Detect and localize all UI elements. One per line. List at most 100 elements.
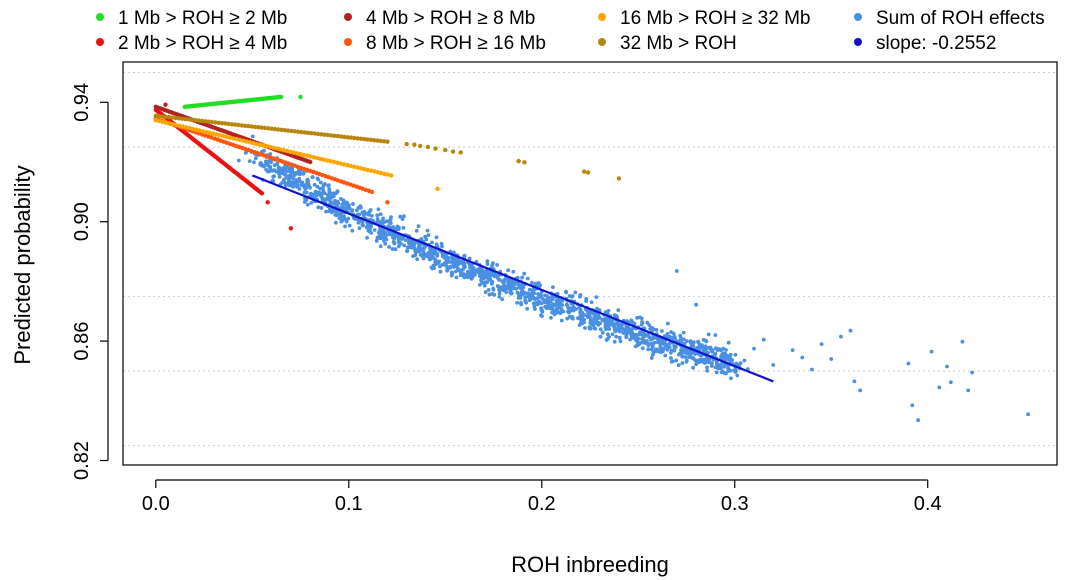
- sum-of-roh-effects-point: [605, 318, 610, 323]
- sum-of-roh-effects-point: [617, 329, 622, 334]
- sum-of-roh-effects-point: [413, 253, 418, 258]
- roh-class-point: [418, 143, 423, 149]
- sum-of-roh-effects-point: [548, 299, 553, 304]
- sum-of-roh-effects-point: [674, 269, 679, 273]
- sum-of-roh-effects-point: [383, 241, 388, 246]
- roh-class-point: [616, 176, 622, 181]
- roh-class-point: [194, 127, 199, 132]
- sum-of-roh-effects-point: [543, 300, 548, 305]
- sum-of-roh-effects-point: [329, 208, 334, 213]
- sum-of-roh-effects-point: [497, 291, 502, 296]
- sum-of-roh-effects-point: [670, 359, 675, 364]
- sum-of-roh-effects-point: [551, 285, 555, 290]
- roh-class-point: [183, 116, 188, 122]
- sum-of-roh-effects-point: [949, 380, 953, 385]
- roh-class-point: [180, 116, 185, 121]
- axes: 0.0 0.1 0.2 0.3 0.4 0.82 0.86 0.90 0.94: [71, 61, 1058, 515]
- roh-class-point: [328, 133, 334, 138]
- legend: 1 Mb > ROH ≥ 2 Mb 2 Mb > ROH ≥ 4 Mb 4 Mb >…: [96, 8, 1045, 54]
- roh-class-point: [305, 130, 311, 135]
- sum-of-roh-effects-point: [313, 189, 318, 194]
- roh-class-point: [582, 169, 587, 174]
- roh-class-point: [236, 122, 241, 128]
- sum-of-roh-effects-point: [629, 335, 634, 340]
- sum-of-roh-effects-point: [532, 297, 537, 301]
- sum-of-roh-effects-point: [403, 238, 408, 243]
- roh-class-point: [190, 117, 195, 123]
- sum-of-roh-effects-point: [467, 256, 472, 261]
- sum-of-roh-effects-point: [694, 302, 698, 307]
- sum-of-roh-effects-point: [669, 356, 673, 360]
- sum-of-roh-effects-point: [680, 361, 685, 365]
- sum-of-roh-effects-point: [669, 330, 673, 334]
- roh-class-point: [229, 122, 235, 127]
- roh-class-point: [262, 125, 268, 131]
- sum-of-roh-effects-point: [719, 366, 723, 371]
- sum-of-roh-effects-point: [357, 226, 362, 231]
- sum-of-roh-effects-point: [320, 195, 325, 200]
- sum-of-roh-effects-point: [696, 339, 700, 344]
- roh-class-point: [206, 119, 211, 124]
- sum-of-roh-effects-point: [937, 385, 942, 390]
- sum-of-roh-effects-point: [502, 286, 506, 291]
- sum-of-roh-effects-point: [282, 180, 287, 185]
- sum-of-roh-effects-point: [288, 169, 292, 174]
- roh-class-point: [269, 126, 274, 131]
- sum-of-roh-effects-point: [588, 318, 593, 323]
- sum-of-roh-effects-point: [442, 252, 447, 257]
- sum-of-roh-effects-point: [382, 235, 386, 240]
- sum-of-roh-effects-point: [682, 337, 686, 342]
- roh-class-point: [197, 128, 202, 133]
- roh-class-point: [272, 126, 278, 132]
- sum-of-roh-effects-point: [433, 257, 438, 262]
- sum-of-roh-effects-point: [295, 178, 299, 183]
- sum-of-roh-effects-point: [530, 280, 534, 285]
- y-tick-label: 0.86: [71, 322, 93, 361]
- sum-of-roh-effects-point: [269, 160, 273, 165]
- sum-of-roh-effects-point: [305, 202, 310, 207]
- sum-of-roh-effects-point: [558, 298, 563, 302]
- sum-of-roh-effects-point: [545, 297, 549, 302]
- x-tick-label: 0.0: [142, 493, 170, 515]
- roh-class-point: [237, 137, 243, 143]
- legend-marker: [598, 38, 606, 46]
- sum-of-roh-effects-point: [315, 184, 320, 189]
- sum-of-roh-effects-point: [342, 214, 346, 219]
- sum-of-roh-effects-point: [632, 321, 637, 326]
- sum-of-roh-effects-point: [529, 296, 533, 301]
- sum-of-roh-effects-point: [469, 272, 473, 277]
- sum-of-roh-effects-point: [697, 346, 701, 350]
- roh-class-point: [315, 155, 320, 161]
- roh-class-point: [385, 139, 390, 144]
- sum-of-roh-effects-point: [531, 301, 536, 306]
- x-tick-label: 0.1: [335, 493, 363, 515]
- sum-of-roh-effects-point: [416, 246, 421, 250]
- sum-of-roh-effects-point: [430, 266, 435, 271]
- sum-of-roh-effects-point: [704, 339, 709, 344]
- sum-of-roh-effects-point: [657, 349, 662, 354]
- sum-of-roh-effects-point: [539, 313, 543, 318]
- sum-of-roh-effects-point: [500, 297, 504, 302]
- roh-class-point: [375, 138, 380, 143]
- sum-of-roh-effects-point: [323, 197, 328, 202]
- sum-of-roh-effects-point: [669, 348, 674, 353]
- sum-of-roh-effects-point: [665, 331, 670, 336]
- roh-class-point: [362, 166, 367, 172]
- sum-of-roh-effects-point: [630, 330, 634, 335]
- sum-of-roh-effects-point: [527, 287, 532, 292]
- roh-class-point: [210, 131, 216, 136]
- roh-class-point: [450, 149, 456, 154]
- sum-of-roh-effects-point: [426, 233, 431, 238]
- sum-of-roh-effects-point: [299, 183, 304, 188]
- roh-class-point: [204, 129, 209, 135]
- sum-of-roh-effects-point: [589, 300, 594, 305]
- sum-of-roh-effects-point: [350, 228, 355, 233]
- legend-label: 8 Mb > ROH ≥ 16 Mb: [366, 33, 546, 54]
- sum-of-roh-effects-point: [396, 234, 401, 239]
- roh-class-point: [274, 146, 280, 151]
- sum-of-roh-effects-point: [491, 287, 496, 292]
- roh-class-point: [348, 135, 354, 140]
- y-tick-label: 0.82: [71, 441, 93, 480]
- sum-of-roh-effects-point: [488, 270, 492, 275]
